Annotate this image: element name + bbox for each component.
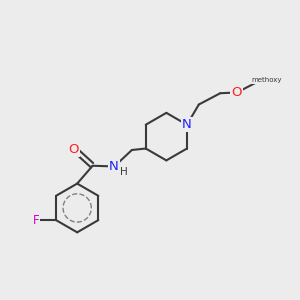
Text: H: H <box>120 167 128 177</box>
Text: methoxy: methoxy <box>251 77 281 83</box>
Text: N: N <box>182 118 192 131</box>
Text: O: O <box>69 143 79 156</box>
Text: N: N <box>109 160 119 173</box>
Text: F: F <box>32 214 39 226</box>
Text: O: O <box>231 86 242 99</box>
